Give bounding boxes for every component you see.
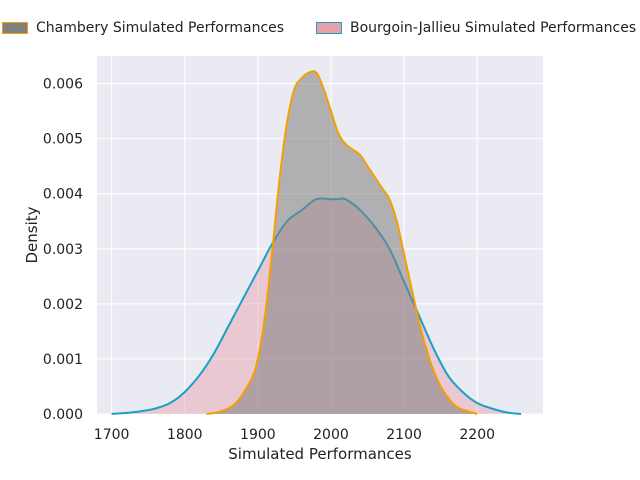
density-line-chambery [206, 70, 478, 415]
x-tick-label: 2000 [313, 427, 349, 443]
legend-swatch-chambery [2, 22, 28, 34]
x-axis-label: Simulated Performances [228, 445, 412, 463]
y-tick-label: 0.006 [43, 77, 83, 93]
legend-item-bourgoin: Bourgoin-Jallieu Simulated Performances [316, 20, 636, 36]
legend-swatch-bourgoin [316, 22, 342, 34]
y-axis-label: Density [23, 206, 41, 263]
x-tick-label: 2200 [459, 427, 495, 443]
y-tick-label: 0.004 [43, 187, 83, 203]
y-tick-label: 0.000 [43, 407, 83, 423]
density-area-chambery [206, 71, 478, 414]
y-tick-label: 0.001 [43, 352, 83, 368]
x-tick-label: 1700 [94, 427, 130, 443]
x-tick-label: 1900 [240, 427, 276, 443]
legend-item-chambery: Chambery Simulated Performances [2, 20, 284, 36]
y-tick-label: 0.003 [43, 242, 83, 258]
x-tick-label: 1800 [167, 427, 203, 443]
x-tick-label: 2100 [386, 427, 422, 443]
series-areas [111, 70, 522, 415]
legend: Chambery Simulated Performances Bourgoin… [0, 20, 640, 42]
y-tick-label: 0.002 [43, 297, 83, 313]
y-tick-labels: 0.000 0.001 0.002 0.003 0.004 0.005 0.006 [43, 77, 83, 423]
legend-label-bourgoin: Bourgoin-Jallieu Simulated Performances [350, 20, 637, 36]
x-tick-labels: 1700 1800 1900 2000 2100 2200 [94, 427, 495, 443]
legend-label-chambery: Chambery Simulated Performances [36, 20, 285, 36]
y-tick-label: 0.005 [43, 132, 83, 148]
